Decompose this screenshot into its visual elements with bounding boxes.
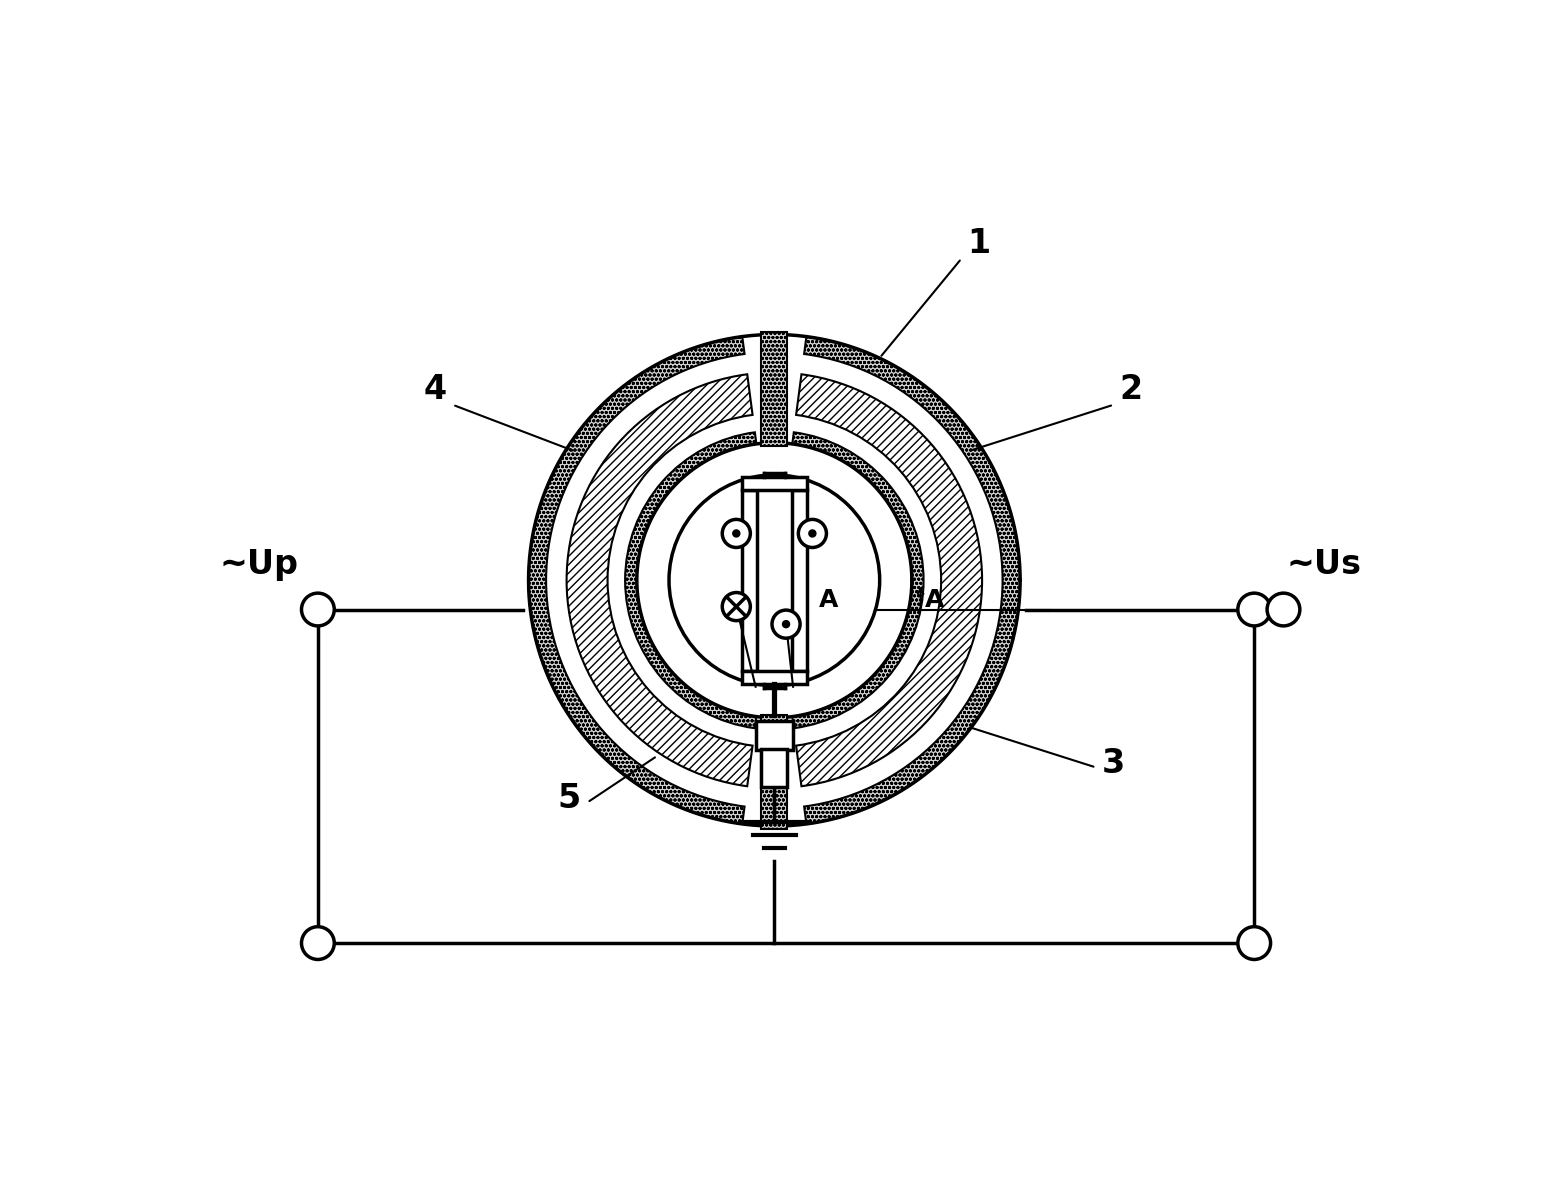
Wedge shape [797, 375, 982, 786]
Wedge shape [792, 432, 924, 728]
Polygon shape [762, 331, 787, 445]
Polygon shape [762, 749, 787, 787]
Wedge shape [626, 432, 756, 728]
Circle shape [1267, 594, 1300, 626]
Polygon shape [792, 490, 806, 671]
Circle shape [732, 530, 740, 537]
Circle shape [771, 610, 800, 638]
Text: A: A [820, 588, 839, 611]
Circle shape [723, 519, 751, 548]
Polygon shape [742, 490, 757, 671]
Polygon shape [742, 671, 806, 684]
Circle shape [301, 594, 334, 626]
Text: 2: 2 [1120, 373, 1143, 406]
Circle shape [301, 927, 334, 959]
Text: 5: 5 [558, 782, 582, 815]
Text: 1: 1 [967, 226, 991, 259]
Circle shape [782, 621, 790, 628]
Circle shape [798, 519, 826, 548]
Text: ~Up: ~Up [220, 549, 299, 582]
Text: ~Us: ~Us [1287, 549, 1363, 582]
Polygon shape [756, 721, 793, 750]
Wedge shape [804, 337, 1021, 823]
Circle shape [809, 530, 815, 537]
Wedge shape [566, 375, 753, 786]
Wedge shape [528, 337, 745, 823]
Circle shape [1237, 927, 1270, 959]
Circle shape [1237, 594, 1270, 626]
Polygon shape [742, 477, 806, 490]
Text: A: A [925, 588, 944, 611]
Circle shape [670, 475, 880, 686]
Circle shape [723, 593, 751, 621]
Text: 3: 3 [1102, 747, 1126, 780]
Text: 4: 4 [423, 373, 447, 406]
Polygon shape [762, 715, 787, 829]
